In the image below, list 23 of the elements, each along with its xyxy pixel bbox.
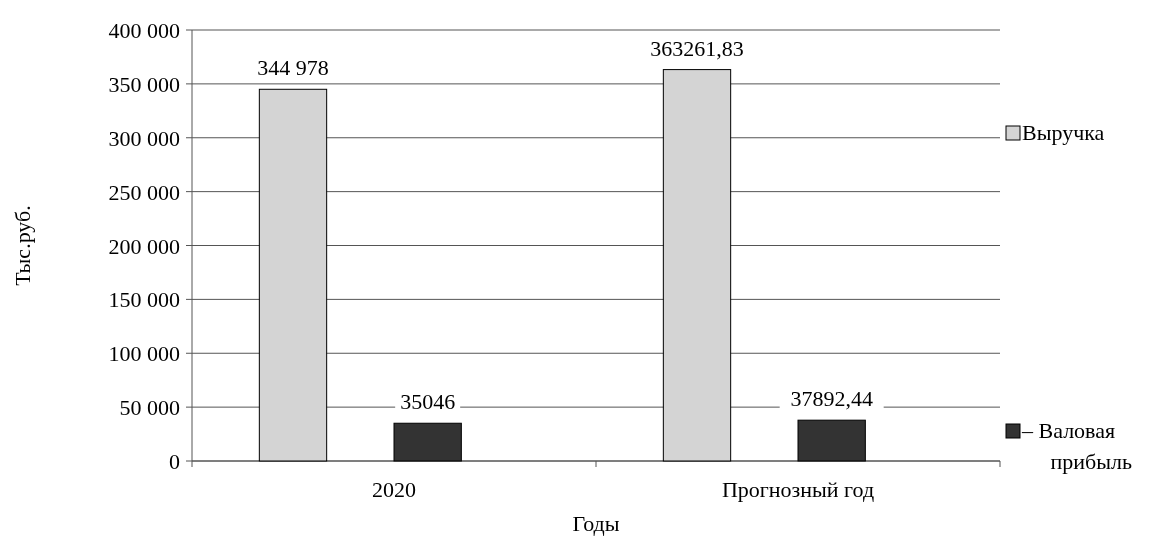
y-tick-label: 300 000	[108, 125, 180, 151]
data-label: 344 978	[257, 55, 329, 81]
y-tick-label: 50 000	[119, 395, 180, 421]
y-tick-label: 150 000	[108, 287, 180, 313]
x-tick-label: 2020	[372, 477, 416, 502]
y-tick-label: 250 000	[108, 179, 180, 205]
x-axis-title: Годы	[572, 511, 620, 536]
y-tick-label: 350 000	[108, 71, 180, 97]
y-tick-label: 400 000	[108, 18, 180, 43]
y-tick-label: 200 000	[108, 233, 180, 259]
legend-label: Выручка	[1022, 120, 1105, 145]
bar	[662, 69, 732, 462]
legend-label: – Валовая прибыль	[1021, 418, 1132, 474]
y-axis-title: Тыс.руб.	[10, 205, 35, 286]
data-label: 35046	[400, 389, 456, 415]
y-tick-label: 100 000	[108, 341, 180, 367]
data-label: 37892,44	[790, 386, 873, 412]
y-tick-label: 0	[169, 449, 180, 474]
bar	[258, 88, 328, 462]
x-tick-label: Прогнозный год	[721, 477, 875, 502]
bar	[393, 422, 462, 462]
bar	[797, 419, 866, 462]
data-label: 363261,83	[650, 35, 744, 61]
